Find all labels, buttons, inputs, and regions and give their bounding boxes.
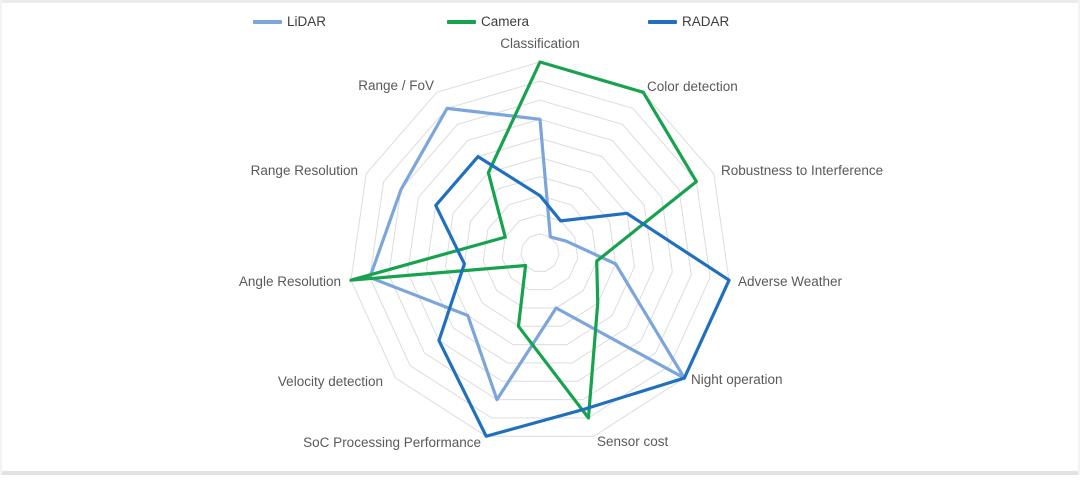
series-line-camera bbox=[349, 60, 698, 420]
series-line-lidar bbox=[368, 106, 686, 402]
axis-label-color-detection: Color detection bbox=[647, 79, 738, 94]
page-left-edge bbox=[0, 0, 2, 475]
page-top-edge bbox=[0, 0, 1080, 3]
axis-label-robustness-to-interference: Robustness to Interference bbox=[721, 163, 883, 178]
axis-label-sensor-cost: Sensor cost bbox=[597, 434, 669, 449]
radar-gridline-ring bbox=[520, 233, 560, 272]
legend-label: LiDAR bbox=[287, 14, 327, 29]
radar-gridline-ring bbox=[444, 156, 636, 346]
axis-label-soc-processing-performance: SoC Processing Performance bbox=[303, 435, 481, 450]
page-right-edge bbox=[1078, 0, 1080, 475]
axis-label-angle-resolution: Angle Resolution bbox=[239, 274, 341, 289]
radar-gridline-ring bbox=[501, 214, 579, 291]
axis-label-range-fov: Range / FoV bbox=[358, 78, 434, 93]
page-bottom-edge bbox=[0, 471, 1080, 475]
axis-label-night-operation: Night operation bbox=[691, 372, 783, 387]
series-line-radar bbox=[434, 154, 731, 438]
legend-item-camera[interactable]: Camera bbox=[447, 13, 529, 31]
legend-item-radar[interactable]: RADAR bbox=[648, 13, 729, 31]
axis-label-velocity-detection: Velocity detection bbox=[278, 374, 383, 389]
radar-line-swatch-icon bbox=[648, 20, 677, 24]
radar-gridline-ring bbox=[482, 195, 598, 309]
radar-gridline-ring bbox=[463, 176, 617, 327]
lidar-line-swatch-icon bbox=[253, 20, 282, 24]
axis-label-adverse-weather: Adverse Weather bbox=[738, 274, 843, 289]
radar-gridline-ring bbox=[407, 118, 673, 382]
radar-gridline-ring bbox=[388, 99, 692, 401]
chart-legend: LiDAR Camera RADAR bbox=[0, 13, 1080, 31]
axis-label-classification: Classification bbox=[500, 36, 580, 51]
radar-gridline-ring bbox=[369, 80, 711, 419]
legend-item-lidar[interactable]: LiDAR bbox=[253, 13, 326, 31]
legend-label: Camera bbox=[481, 14, 530, 29]
legend-label: RADAR bbox=[682, 14, 730, 29]
camera-line-swatch-icon bbox=[447, 20, 476, 24]
radar-gridline-ring bbox=[350, 61, 730, 437]
axis-label-range-resolution: Range Resolution bbox=[251, 163, 358, 178]
